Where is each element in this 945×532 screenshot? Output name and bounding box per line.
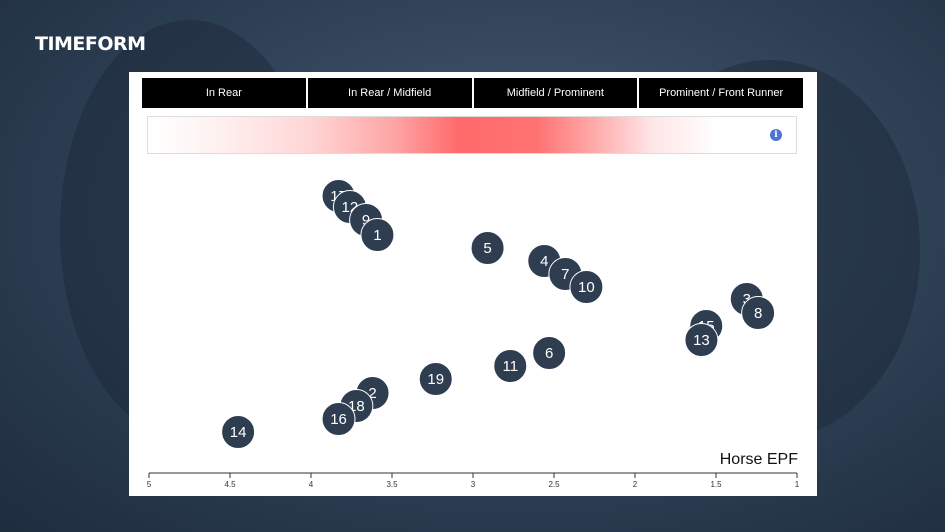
x-tick-label: 4.5 xyxy=(224,480,236,489)
horse-marker[interactable]: 5 xyxy=(470,231,505,265)
horse-number-label: 1 xyxy=(373,227,381,244)
x-tick-label: 4 xyxy=(309,480,314,489)
horse-number-label: 14 xyxy=(230,424,247,441)
horse-marker-circle[interactable] xyxy=(493,349,528,383)
horse-marker-circle[interactable] xyxy=(684,323,719,357)
horse-number-label: 3 xyxy=(743,291,751,308)
horse-marker[interactable]: 10 xyxy=(569,270,604,304)
horse-number-label: 2 xyxy=(368,385,376,402)
timeform-logo: TIMEFORM xyxy=(35,33,146,55)
horse-marker[interactable]: 11 xyxy=(493,349,528,383)
chart-panel: In Rear In Rear / Midfield Midfield / Pr… xyxy=(129,72,817,496)
scatter-plot: 54.543.532.521.51 1712915471038151361119… xyxy=(147,179,800,489)
horse-marker[interactable]: 6 xyxy=(532,336,567,370)
horse-marker[interactable]: 1 xyxy=(360,218,395,252)
x-tick-label: 2.5 xyxy=(548,480,560,489)
horse-number-label: 6 xyxy=(545,345,553,362)
horse-number-label: 19 xyxy=(427,371,444,388)
header-midfield-prominent: Midfield / Prominent xyxy=(473,78,638,108)
info-icon[interactable]: i xyxy=(770,129,782,141)
position-header-row: In Rear In Rear / Midfield Midfield / Pr… xyxy=(142,78,803,108)
points-layer: 17129154710381513611192181614 xyxy=(221,179,776,449)
header-in-rear: In Rear xyxy=(142,78,306,108)
horse-marker-circle[interactable] xyxy=(470,231,505,265)
horse-number-label: 5 xyxy=(483,240,491,257)
horse-marker[interactable]: 14 xyxy=(221,415,256,449)
x-axis-title: Horse EPF xyxy=(719,451,798,468)
horse-number-label: 10 xyxy=(578,279,595,296)
horse-number-label: 4 xyxy=(540,253,548,270)
horse-marker-circle[interactable] xyxy=(741,296,776,330)
header-in-rear-midfield: In Rear / Midfield xyxy=(307,78,472,108)
horse-marker-circle[interactable] xyxy=(532,336,567,370)
horse-number-label: 16 xyxy=(330,411,347,428)
horse-number-label: 11 xyxy=(502,358,518,375)
horse-marker-circle[interactable] xyxy=(418,362,453,396)
horse-number-label: 7 xyxy=(561,266,569,283)
x-tick-label: 5 xyxy=(147,480,152,489)
x-tick-label: 1.5 xyxy=(710,480,722,489)
horse-marker[interactable]: 13 xyxy=(684,323,719,357)
horse-marker[interactable]: 8 xyxy=(741,296,776,330)
pace-gradient-bar: i xyxy=(147,116,797,154)
header-prominent-front-runner: Prominent / Front Runner xyxy=(639,78,803,108)
horse-marker-circle[interactable] xyxy=(569,270,604,304)
horse-number-label: 8 xyxy=(754,305,762,322)
horse-marker-circle[interactable] xyxy=(221,415,256,449)
x-tick-label: 3 xyxy=(471,480,476,489)
horse-marker-circle[interactable] xyxy=(360,218,395,252)
x-tick-label: 2 xyxy=(633,480,638,489)
x-tick-label: 3.5 xyxy=(386,480,398,489)
x-axis: 5 4.5 4 3.5 3 2.5 2 1.5 1 xyxy=(147,472,800,489)
horse-number-label: 13 xyxy=(693,332,710,349)
horse-marker[interactable]: 16 xyxy=(321,402,356,436)
horse-marker-circle[interactable] xyxy=(321,402,356,436)
horse-number-label: 9 xyxy=(362,212,370,229)
x-tick-label: 1 xyxy=(795,480,800,489)
horse-marker[interactable]: 19 xyxy=(418,362,453,396)
